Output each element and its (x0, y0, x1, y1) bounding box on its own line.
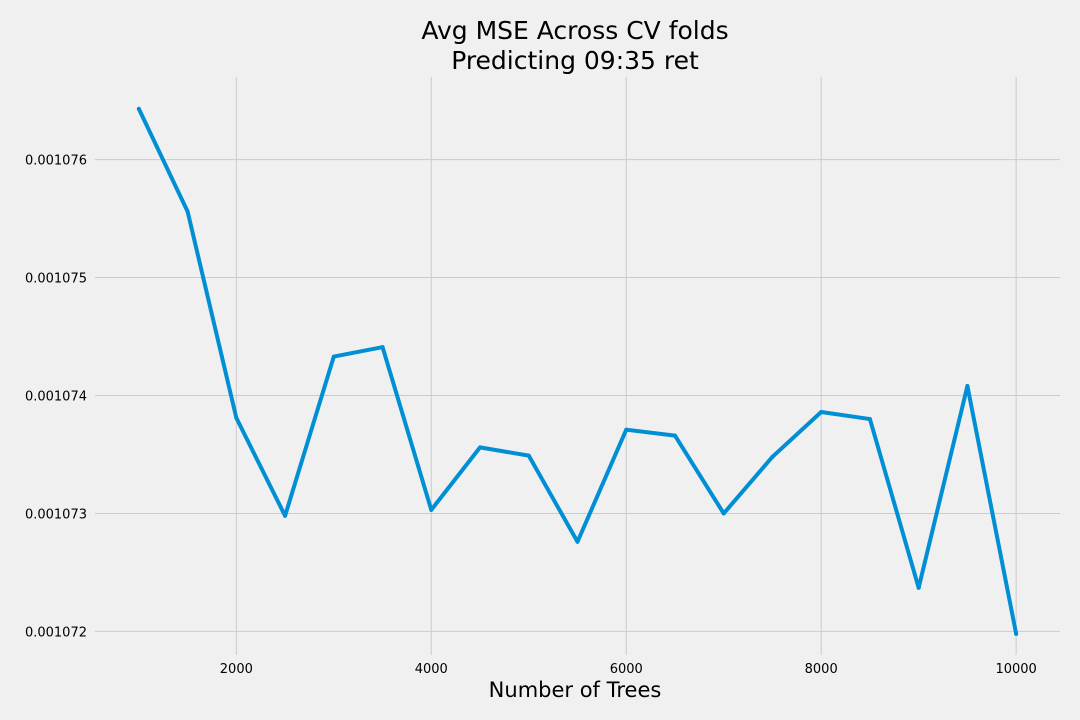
x-tick-label: 6000 (610, 662, 643, 677)
x-tick-label: 2000 (220, 662, 253, 677)
data-point (185, 209, 190, 214)
data-points (136, 106, 1019, 636)
data-point (819, 410, 824, 415)
chart-title-line-2: Predicting 09:35 ret (451, 46, 699, 75)
data-point (283, 513, 288, 518)
x-tick-label: 4000 (415, 662, 448, 677)
data-point (721, 511, 726, 516)
data-point (429, 507, 434, 512)
grid (95, 77, 1060, 655)
data-point (916, 585, 921, 590)
x-tick-label: 10000 (995, 662, 1036, 677)
data-point (234, 415, 239, 420)
x-axis-label: Number of Trees (489, 678, 662, 702)
data-point (380, 345, 385, 350)
y-tick-label: 0.001075 (25, 272, 87, 287)
data-point (770, 454, 775, 459)
y-tick-label: 0.001072 (25, 625, 87, 640)
y-tick-label: 0.001076 (25, 154, 87, 169)
data-point (331, 354, 336, 359)
data-point (965, 384, 970, 389)
data-point (136, 106, 141, 111)
x-tick-label: 8000 (805, 662, 838, 677)
data-point (624, 427, 629, 432)
y-axis-ticks: 0.001072 0.001073 0.001074 0.001075 0.001076 (25, 154, 87, 641)
chart-title-line-1: Avg MSE Across CV folds (421, 16, 728, 45)
y-tick-label: 0.001073 (25, 507, 87, 522)
x-axis-ticks: 2000 4000 6000 8000 10000 (220, 662, 1037, 677)
data-point (867, 417, 872, 422)
data-point (526, 453, 531, 458)
data-point (575, 539, 580, 544)
data-point (672, 433, 677, 438)
data-point (478, 445, 483, 450)
data-point (1014, 631, 1019, 636)
y-tick-label: 0.001074 (25, 389, 87, 404)
